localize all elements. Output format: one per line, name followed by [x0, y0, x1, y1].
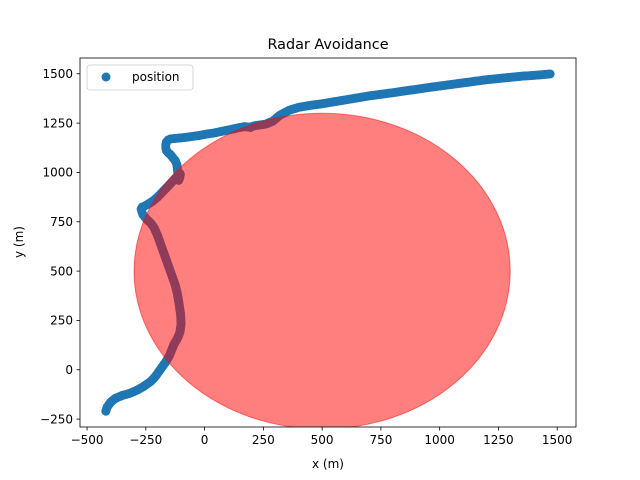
x-tick-label: 0	[201, 433, 209, 447]
x-axis-ticks: −500 −250 0 250 500 750 1000 1250 1500	[71, 427, 573, 447]
y-tick-label: 250	[50, 314, 73, 328]
x-tick-label: 1500	[542, 433, 573, 447]
radar-zone-layer	[133, 112, 511, 427]
chart-title: Radar Avoidance	[267, 37, 388, 53]
y-tick-label: 1250	[42, 116, 73, 130]
x-tick-label: 500	[311, 433, 334, 447]
x-tick-label: −500	[71, 433, 104, 447]
y-tick-label: 750	[50, 215, 73, 229]
legend-marker-position	[101, 72, 111, 82]
x-axis-label: x (m)	[312, 457, 344, 471]
legend-label-position: position	[132, 70, 180, 84]
legend: position	[86, 64, 194, 91]
x-tick-label: 1250	[483, 433, 514, 447]
x-tick-label: 250	[252, 433, 275, 447]
radar-zone-circle	[133, 112, 511, 427]
plot-frame	[79, 57, 577, 428]
legend-box	[86, 64, 194, 91]
y-tick-label: 1000	[42, 166, 73, 180]
y-tick-label: 0	[65, 363, 73, 377]
data-point-position	[545, 69, 555, 79]
x-tick-label: 1000	[424, 433, 455, 447]
y-axis-ticks: −250 0 250 500 750 1000 1250 1500	[40, 67, 80, 426]
x-tick-label: −250	[129, 433, 162, 447]
y-tick-label: 1500	[42, 67, 73, 81]
y-tick-label: −250	[40, 412, 73, 426]
y-tick-label: 500	[50, 264, 73, 278]
y-axis-label: y (m)	[12, 226, 26, 258]
x-tick-label: 750	[369, 433, 392, 447]
